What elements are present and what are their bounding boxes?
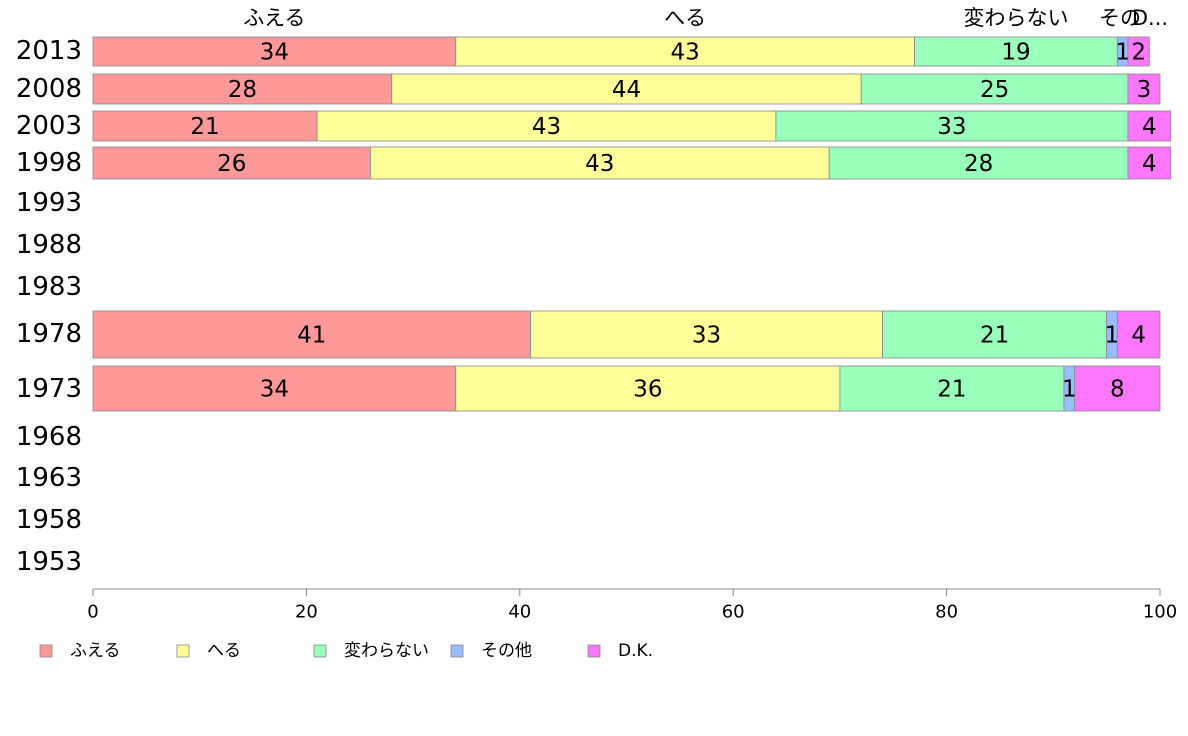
bar-segment-2013-s2 [914, 36, 1118, 67]
category-label-1968: 1968 [16, 422, 82, 452]
category-label-2003: 2003 [16, 111, 82, 141]
legend-label-1: へる [207, 641, 241, 661]
legend-label-4: D.K. [618, 641, 653, 661]
legend-swatch-0 [39, 644, 53, 658]
data-label-2013-s1: 43 [671, 40, 700, 66]
bar-segment-1978-s1 [530, 310, 883, 359]
data-label-1973-s3: 1 [1062, 377, 1077, 403]
bar-segment-1998-s0 [92, 146, 371, 180]
category-label-1958: 1958 [16, 505, 82, 535]
x-tick-label-0: 0 [87, 602, 98, 623]
category-label-1973: 1973 [16, 374, 82, 404]
top-series-label-2: 変わらない [963, 6, 1068, 30]
legend-swatch-2 [313, 644, 327, 658]
category-label-1983: 1983 [16, 272, 82, 302]
legend-label-3: その他 [481, 641, 532, 661]
bar-segment-1973-s0 [92, 365, 457, 412]
x-tick-label-100: 100 [1143, 602, 1177, 623]
category-label-1993: 1993 [16, 188, 82, 218]
top-series-label-0: ふえる [243, 6, 305, 30]
top-series-label-3: その [1099, 6, 1141, 30]
data-label-1998-s1: 43 [585, 151, 614, 177]
category-label-1998: 1998 [16, 148, 82, 178]
x-tick-label-80: 80 [935, 602, 958, 623]
bar-segment-1998-s1 [370, 146, 830, 180]
category-label-1978: 1978 [16, 319, 82, 349]
x-tick-label-40: 40 [508, 602, 531, 623]
data-label-1973-s0: 34 [260, 377, 289, 403]
data-label-1998-s4: 4 [1142, 151, 1157, 177]
data-label-1978-s2: 21 [980, 323, 1009, 349]
data-label-1978-s3: 1 [1105, 323, 1120, 349]
bar-segment-1973-s1 [455, 365, 841, 412]
category-label-1963: 1963 [16, 463, 82, 493]
bar-segment-1998-s4 [1127, 146, 1172, 180]
data-label-1978-s1: 33 [692, 323, 721, 349]
category-label-1988: 1988 [16, 230, 82, 260]
data-label-1973-s4: 8 [1110, 377, 1125, 403]
bar-segment-2003-s4 [1127, 110, 1172, 142]
category-label-2013: 2013 [16, 36, 82, 66]
top-series-label-4: D... [1132, 6, 1168, 30]
data-label-2008-s0: 28 [228, 77, 257, 103]
bar-segment-2008-s4 [1127, 73, 1161, 105]
data-label-2013-s2: 19 [1001, 40, 1030, 66]
bar-segment-2008-s1 [391, 73, 862, 105]
bar-segment-2003-s2 [775, 110, 1129, 142]
data-label-2003-s0: 21 [190, 114, 219, 140]
data-label-1998-s2: 28 [964, 151, 993, 177]
bar-segment-1973-s2 [839, 365, 1065, 412]
legend-label-0: ふえる [70, 641, 121, 661]
legend-swatch-1 [176, 644, 190, 658]
data-label-2008-s4: 3 [1137, 77, 1152, 103]
bar-segment-2013-s4 [1127, 36, 1150, 67]
legend-label-2: 変わらない [344, 641, 429, 661]
data-label-2013-s3: 1 [1115, 40, 1130, 66]
bar-segment-2003-s1 [316, 110, 777, 142]
data-label-2003-s2: 33 [937, 114, 966, 140]
category-label-1953: 1953 [16, 547, 82, 577]
bar-segment-2013-s0 [92, 36, 457, 67]
bar-segment-2008-s2 [860, 73, 1129, 105]
legend-swatch-3 [450, 644, 464, 658]
data-label-1978-s0: 41 [297, 323, 326, 349]
data-label-2003-s1: 43 [532, 114, 561, 140]
data-label-2008-s2: 25 [980, 77, 1009, 103]
data-label-1973-s2: 21 [937, 377, 966, 403]
data-label-1978-s4: 4 [1131, 323, 1146, 349]
bar-segment-1998-s2 [828, 146, 1129, 180]
x-tick-label-60: 60 [722, 602, 745, 623]
x-tick-label-20: 20 [295, 602, 318, 623]
data-label-1973-s1: 36 [633, 377, 662, 403]
legend-swatch-4 [587, 644, 601, 658]
top-series-label-1: へる [664, 6, 706, 30]
data-label-2013-s4: 2 [1131, 40, 1146, 66]
bar-segment-2013-s1 [455, 36, 915, 67]
data-label-1998-s0: 26 [217, 151, 246, 177]
category-label-2008: 2008 [16, 74, 82, 104]
bar-segment-2003-s0 [92, 110, 318, 142]
data-label-2008-s1: 44 [612, 77, 641, 103]
bar-segment-1978-s4 [1116, 310, 1161, 359]
data-label-2013-s0: 34 [260, 40, 289, 66]
bar-segment-1973-s4 [1074, 365, 1161, 412]
data-label-2003-s4: 4 [1142, 114, 1157, 140]
bar-segment-1978-s0 [92, 310, 531, 359]
